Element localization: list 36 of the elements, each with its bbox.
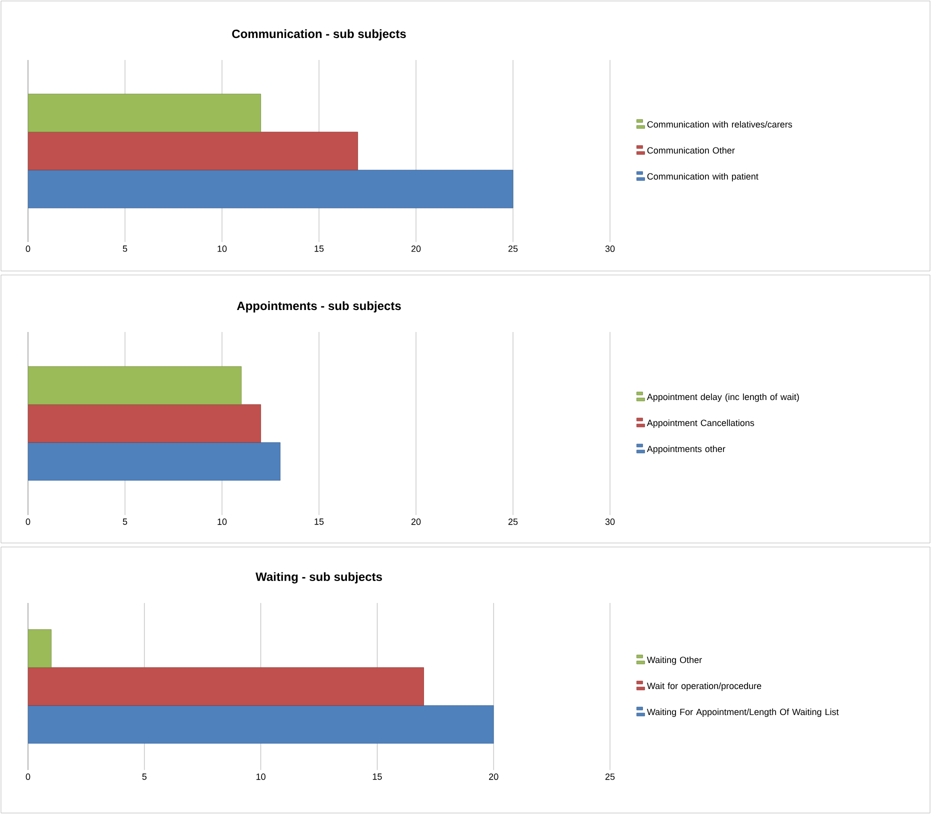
x-tick-label: 30 xyxy=(605,246,615,252)
x-tick-label: 20 xyxy=(489,774,498,780)
x-tick-label: 10 xyxy=(218,246,227,252)
x-tick-label: 5 xyxy=(122,518,128,525)
chart-title: Communication - sub subjects xyxy=(232,29,406,40)
x-tick-label: 20 xyxy=(411,246,421,252)
x-tick-label: 5 xyxy=(142,774,147,780)
legend-label: Appointments other xyxy=(646,446,726,454)
bar xyxy=(28,170,514,208)
x-tick-label: 5 xyxy=(122,246,128,252)
x-tick-label: 15 xyxy=(314,246,324,252)
x-tick-label: 0 xyxy=(26,774,30,780)
x-tick-label: 0 xyxy=(26,246,30,252)
x-tick-label: 20 xyxy=(411,518,421,525)
legend-label: Communication with patient xyxy=(647,173,758,182)
x-tick-label: 25 xyxy=(605,774,615,780)
x-tick-label: 10 xyxy=(218,518,227,525)
legend-label: Communication with relatives/carers xyxy=(647,120,792,128)
legend-label: Wait for operation/procedure xyxy=(646,682,762,691)
bar xyxy=(28,132,358,170)
x-tick-label: 15 xyxy=(372,774,382,780)
x-tick-label: 25 xyxy=(508,246,518,252)
x-tick-label: 0 xyxy=(26,518,30,525)
bar xyxy=(28,442,280,481)
chart-title: Waiting - sub subjects xyxy=(256,572,382,584)
x-tick-label: 30 xyxy=(605,518,615,525)
x-tick-label: 15 xyxy=(314,518,324,525)
bar xyxy=(28,705,494,744)
legend-label: Communication Other xyxy=(647,146,735,154)
legend-label: Waiting For Appointment/Length Of Waiting List xyxy=(646,708,839,717)
x-tick-label: 10 xyxy=(256,774,266,780)
x-tick-label: 25 xyxy=(508,518,518,525)
chart-title: Appointments - sub subjects xyxy=(236,301,401,312)
legend-label: Appointment Cancellations xyxy=(646,419,754,428)
legend-label: Appointment delay (inc length of wait) xyxy=(646,393,799,402)
legend-label: Waiting Other xyxy=(646,656,702,665)
